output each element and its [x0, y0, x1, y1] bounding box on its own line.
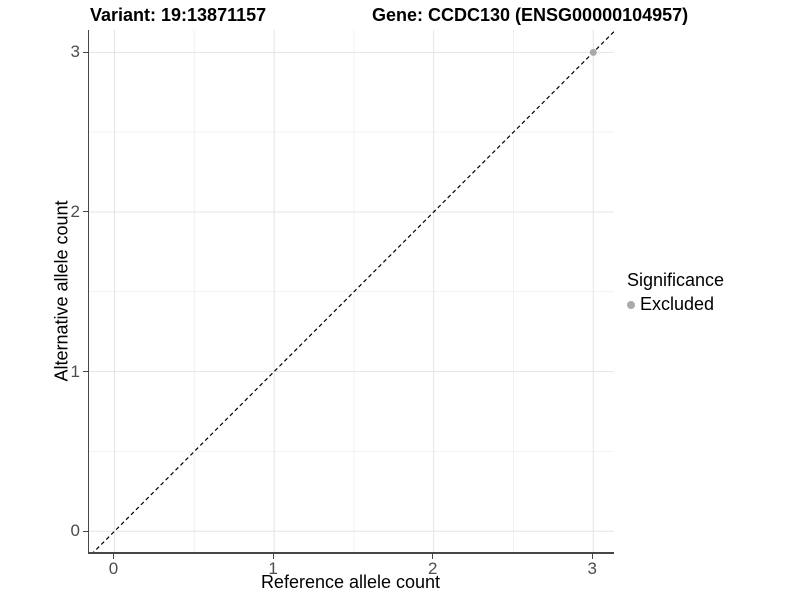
legend: Significance Excluded — [627, 270, 724, 315]
y-tick-mark — [83, 51, 88, 53]
legend-title: Significance — [627, 270, 725, 290]
x-tick-mark — [432, 554, 434, 559]
legend-key-dot-icon — [627, 300, 635, 309]
x-tick-label: 1 — [268, 559, 278, 578]
plot-panel — [88, 30, 614, 554]
x-tick-label: 2 — [427, 559, 438, 578]
y-tick-mark — [83, 371, 88, 373]
y-tick-label: 0 — [70, 521, 80, 541]
data-point — [589, 48, 597, 56]
legend-item: Excluded — [627, 294, 724, 315]
y-axis-title: Alternative allele count — [51, 200, 72, 382]
legend-item-label: Excluded — [640, 294, 715, 314]
x-axis-title: Reference allele count — [260, 572, 441, 592]
x-tick-mark — [591, 554, 593, 559]
legend-items: Excluded — [627, 294, 724, 315]
y-tick-label: 1 — [70, 361, 80, 381]
plot-canvas — [89, 30, 614, 552]
plot-title-variant: Variant: 19:13871157 — [90, 5, 267, 25]
identity-line — [92, 30, 614, 552]
y-tick-label: 2 — [70, 201, 80, 221]
y-tick-mark — [83, 211, 88, 213]
y-tick-label: 3 — [70, 42, 80, 62]
x-tick-mark — [113, 554, 115, 559]
plot-title-gene: Gene: CCDC130 (ENSG00000104957) — [372, 5, 689, 25]
x-tick-label: 0 — [108, 559, 119, 578]
x-tick-mark — [272, 554, 274, 559]
x-tick-label: 3 — [587, 559, 597, 578]
y-tick-mark — [83, 530, 88, 532]
